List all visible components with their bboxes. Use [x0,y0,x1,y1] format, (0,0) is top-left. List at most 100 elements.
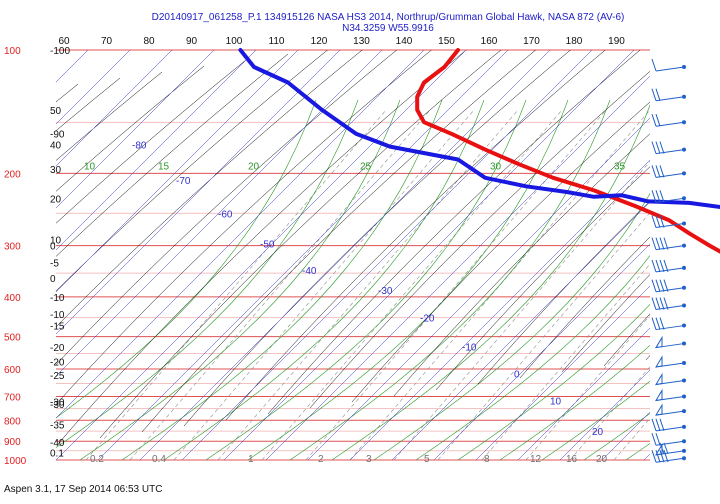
dry-adiabat-line [519,236,650,379]
axis-labels: 60 70 80 90 100 110 120 130 140 150 160 170 180 19010… [4,36,626,467]
wind-barb-tick [663,279,669,292]
adiabat-label: 15 [158,161,170,172]
adiabat-label: 30 [490,161,502,172]
wind-barb-tick [659,165,665,178]
wind-barb-tick [655,259,661,273]
wind-barb-tick [663,259,669,273]
isotherm-label: 20 [592,427,604,438]
height-label: -30 [50,400,65,411]
isotherm-line [517,327,650,460]
dewpoint-line [238,48,720,209]
wind-barb-flag [655,335,663,349]
wind-barb-tick [659,237,665,250]
wind-barb-staff [655,245,685,251]
dry-adiabat-line [56,65,205,192]
wind-barb-flag [655,355,663,368]
wind-barb [651,279,686,293]
moist-adiabat-line [121,99,443,460]
dry-adiabat-line [435,166,650,391]
wind-barb-tick [651,190,657,203]
isotherm-line [56,50,131,125]
mixing-ratio-line [613,417,650,460]
wind-barb-tick [651,259,657,273]
isotherm-line [56,50,257,251]
wind-barb-tick [655,418,661,431]
moist-adiabat-line [79,99,401,460]
height-label: -25 [50,371,65,382]
isotherm-label: 0 [514,370,520,381]
wind-barb [651,88,686,102]
wind-barb-tick [651,215,657,228]
wind-barb-staff [655,197,685,203]
wind-barb [651,141,686,155]
height-label: 0 [50,274,56,285]
height-label: 0.1 [50,449,64,460]
height-label: 0 [50,242,56,253]
wind-barb-tick [655,215,661,228]
dry-adiabat-line [56,53,289,257]
isotherm-line [643,453,650,460]
pressure-tick-label: 400 [4,293,21,304]
wind-barb [651,259,686,273]
height-label: -15 [50,322,65,333]
wind-barb-tick [663,442,669,454]
height-label: 10 [50,236,62,247]
isotherm-label: -50 [260,239,275,250]
wind-barb-tick [659,317,665,330]
wind-barb-tick [655,114,661,127]
dry-adiabat-line [56,50,432,405]
wind-barb-tick [655,450,661,463]
isotherm-line [56,50,341,335]
moist-adiabat-line [541,380,650,460]
isobar-grid [56,49,650,461]
adiabat-label: 20 [248,161,260,172]
mixing-ratio-label: 2 [318,454,324,465]
wind-barb-staff [655,267,685,273]
wind-barb-tick [659,141,665,154]
isotherm-line [475,285,650,460]
pressure-tick-label: 500 [4,333,21,344]
dry-adiabat-line [99,50,502,439]
isotherm-line [433,243,650,460]
footer-text: Aspen 3.1, 17 Sep 2014 06:53 UTC [4,484,163,495]
mixing-ratio-label: 3 [366,454,372,465]
wind-barb-tick [659,259,665,273]
wind-barb [651,317,686,331]
wind-barb-staff [655,426,685,432]
x-tick-label: 100 [226,36,243,47]
isotherm-lines [56,50,650,460]
wind-barb [651,237,686,251]
mixing-ratio-label: 0.4 [152,454,166,465]
wind-barb-staff [655,121,685,127]
isotherm-label: -10 [462,342,477,353]
x-tick-label: 190 [608,36,625,47]
height-label: -30 [50,398,65,409]
wind-barb-tick [651,317,657,330]
wind-barb-tick [655,165,661,178]
isotherm-label: -70 [176,176,191,187]
moist-adiabat-line [415,255,650,460]
height-label: -10 [50,293,65,304]
isotherm-line [97,50,509,460]
wind-barb-tick [651,433,657,446]
x-tick-label: 150 [438,36,455,47]
wind-barb-tick [651,141,657,154]
temperature-line [415,48,720,254]
pressure-tick-label: 600 [4,365,21,376]
wind-barb-staff [655,457,685,463]
pressure-tick-label: 300 [4,242,21,253]
x-tick-label: 120 [311,36,328,47]
wind-barb-flag [655,388,663,402]
moist-adiabat-line [499,344,650,460]
wind-barb-tick [651,88,657,101]
mixing-ratio-label: 20 [596,454,608,465]
wind-barb-tick [655,141,661,154]
dry-adiabat-line [393,133,650,397]
wind-barb-staff [655,172,685,178]
mixing-ratio-line [85,109,387,460]
dry-adiabat-line [183,50,571,427]
wind-barb [651,418,686,432]
wind-barb-tick [655,317,661,330]
